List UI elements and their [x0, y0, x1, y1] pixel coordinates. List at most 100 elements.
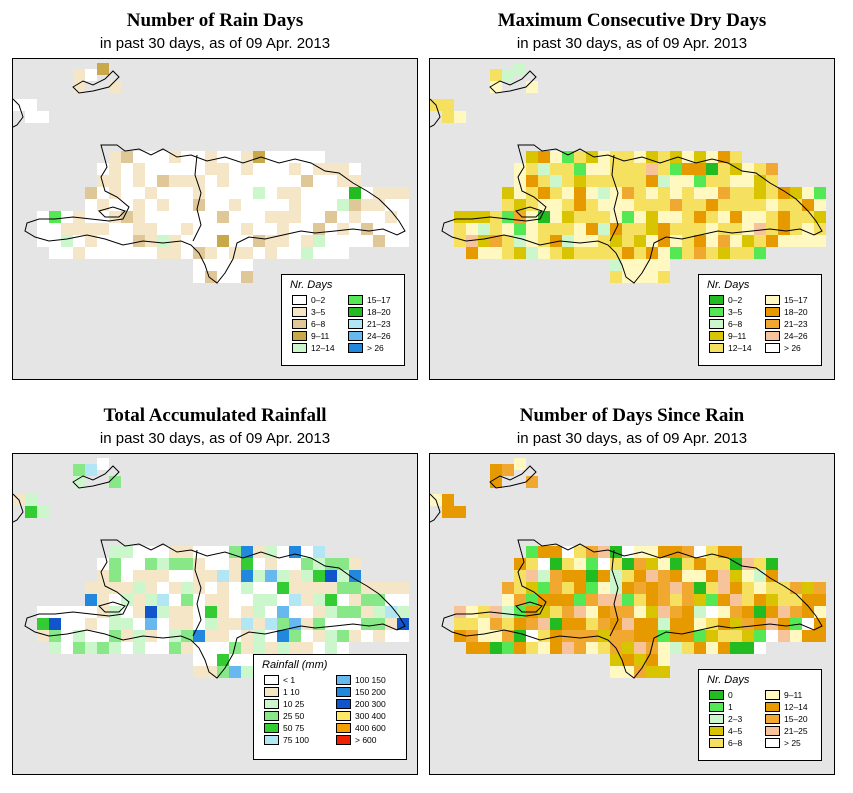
map-cell — [754, 175, 766, 187]
legend-label: 9–11 — [311, 331, 330, 341]
map-cell — [646, 606, 658, 618]
map-cell — [526, 199, 538, 211]
map-cell — [133, 223, 145, 235]
map-cell — [742, 558, 754, 570]
map-cell — [694, 247, 706, 259]
map-cell — [814, 606, 826, 618]
map-cell — [622, 630, 634, 642]
map-cell — [682, 211, 694, 223]
map-cell — [574, 163, 586, 175]
map-cell — [466, 642, 478, 654]
map-cell — [466, 247, 478, 259]
map-cell — [562, 630, 574, 642]
map-cell — [205, 618, 217, 630]
map-cell — [253, 558, 265, 570]
map-cell — [778, 594, 790, 606]
legend-swatch — [348, 295, 363, 305]
map-cell — [478, 247, 490, 259]
map-cell — [586, 247, 598, 259]
map-cell — [217, 594, 229, 606]
panel-dry-days: Maximum Consecutive Dry Days in past 30 … — [427, 0, 837, 385]
cuba-coastline — [430, 98, 441, 128]
map-cell — [646, 175, 658, 187]
map-cell — [670, 618, 682, 630]
islet-coastline — [72, 70, 120, 94]
legend-label: 6–8 — [311, 319, 326, 329]
map-cell — [277, 163, 289, 175]
legend-swatch — [264, 687, 279, 697]
map-cell — [802, 630, 814, 642]
map-cell — [490, 464, 502, 476]
map-cell — [253, 211, 265, 223]
map-cell — [145, 247, 157, 259]
map-cell — [337, 606, 349, 618]
map-cell — [718, 582, 730, 594]
legend-swatch — [336, 687, 351, 697]
map-cell — [229, 163, 241, 175]
map-cell — [181, 594, 193, 606]
map-cell — [97, 558, 109, 570]
map-cell — [790, 187, 802, 199]
map-cell — [694, 642, 706, 654]
legend-swatch — [765, 343, 780, 353]
map-cell — [337, 175, 349, 187]
map-cell — [514, 458, 526, 470]
map-cell — [109, 235, 121, 247]
map-cell — [574, 630, 586, 642]
map-cell — [706, 546, 718, 558]
map-cell — [658, 247, 670, 259]
map-cell — [361, 211, 373, 223]
legend-swatch — [264, 711, 279, 721]
map-cell — [670, 546, 682, 558]
map-cell — [97, 570, 109, 582]
map-cell — [634, 187, 646, 199]
map-cell — [145, 582, 157, 594]
map-cell — [217, 175, 229, 187]
legend: Nr. Days 0–2 3–5 6–8 9–11 12–14 15–17 18–20 21–… — [698, 274, 822, 366]
map-cell — [718, 558, 730, 570]
map-cell — [766, 211, 778, 223]
map-cell — [349, 187, 361, 199]
map-cell — [658, 211, 670, 223]
legend-label: 1 — [728, 702, 733, 712]
map-cell — [670, 175, 682, 187]
map-cell — [802, 582, 814, 594]
map-cell — [217, 235, 229, 247]
map-cell — [241, 259, 253, 271]
map-cell — [682, 618, 694, 630]
map-cell — [313, 211, 325, 223]
map-cell — [610, 235, 622, 247]
panel-title: Maximum Consecutive Dry Days — [497, 10, 767, 31]
map-cell — [181, 558, 193, 570]
map-cell — [109, 594, 121, 606]
map-cell — [217, 199, 229, 211]
map-cell — [253, 546, 265, 558]
map-cell — [778, 235, 790, 247]
map-cell — [241, 223, 253, 235]
map-cell — [802, 223, 814, 235]
map-cell — [586, 187, 598, 199]
map-cell — [361, 235, 373, 247]
map-cell — [562, 594, 574, 606]
map-cell — [490, 223, 502, 235]
map-cell — [466, 618, 478, 630]
map-cell — [706, 558, 718, 570]
map-cell — [622, 199, 634, 211]
map-cell — [778, 199, 790, 211]
map-cell — [289, 630, 301, 642]
map-cell — [241, 618, 253, 630]
map-cell — [181, 247, 193, 259]
panel-title: Number of Days Since Rain — [519, 405, 745, 426]
map-cell — [277, 151, 289, 163]
map-cell — [397, 582, 409, 594]
map-cell — [598, 163, 610, 175]
map-cell — [706, 582, 718, 594]
map-cell — [706, 606, 718, 618]
map-cell — [646, 546, 658, 558]
legend-label: 12–14 — [728, 343, 752, 353]
map-cell — [145, 163, 157, 175]
map-cell — [181, 199, 193, 211]
map-cell — [634, 199, 646, 211]
map-cell — [574, 582, 586, 594]
legend-label: 0–2 — [311, 295, 326, 305]
